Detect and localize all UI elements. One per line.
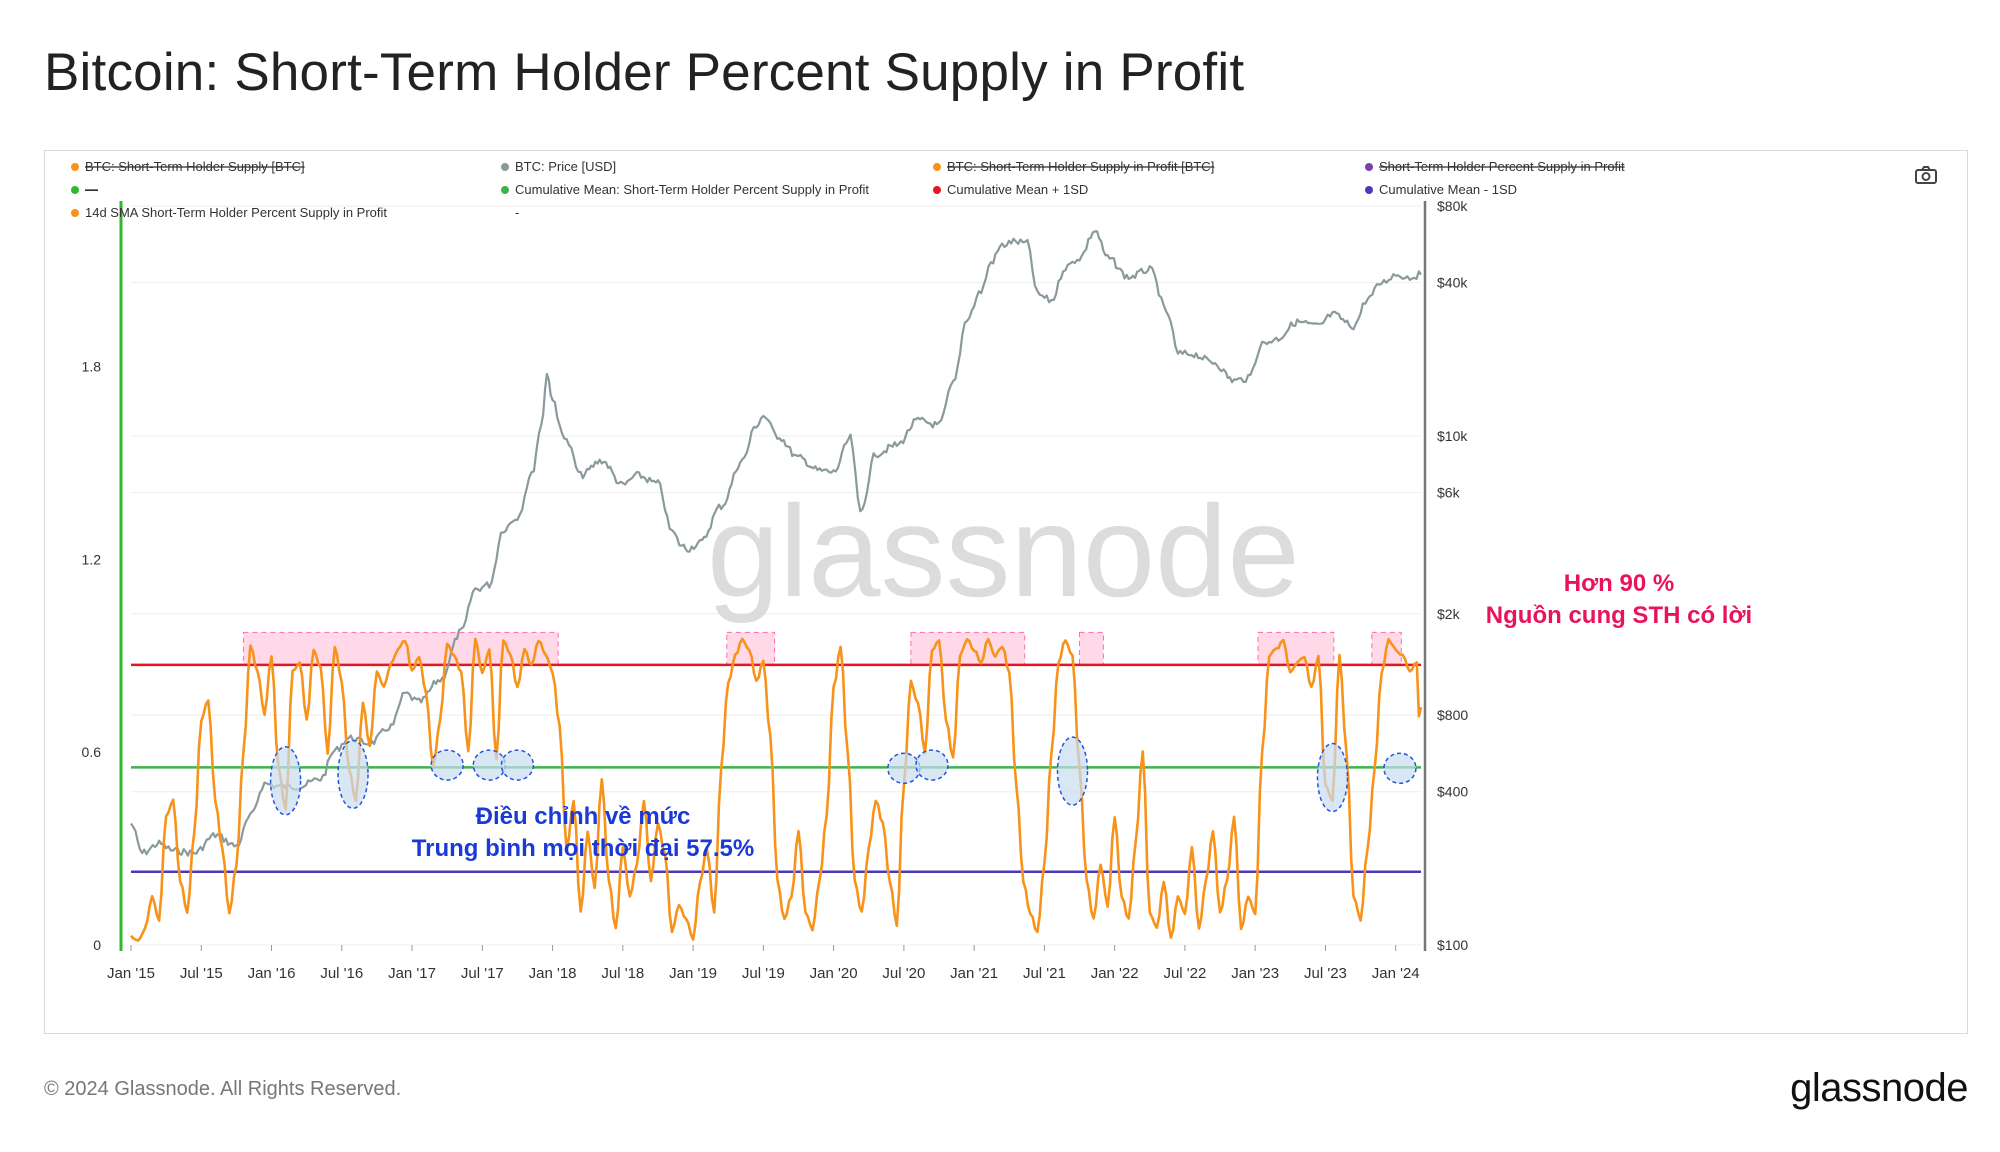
touch-ellipse bbox=[1316, 742, 1349, 813]
touch-ellipse bbox=[1056, 736, 1089, 806]
x-tick-label: Jan '19 bbox=[669, 965, 717, 982]
touch-ellipse bbox=[500, 749, 535, 781]
x-tick-label: Jul '17 bbox=[461, 965, 504, 982]
right-tick-label: $40k bbox=[1437, 275, 1468, 291]
legend: BTC: Short-Term Holder Supply [BTC] BTC: … bbox=[71, 159, 1625, 220]
touch-ellipse bbox=[337, 739, 369, 810]
touch-ellipse bbox=[887, 752, 921, 785]
legend-marker bbox=[501, 186, 509, 194]
annotation-red-1: Hơn 90 % bbox=[1564, 570, 1674, 597]
copyright-text: © 2024 Glassnode. All Rights Reserved. bbox=[44, 1078, 402, 1100]
x-tick-label: Jan '21 bbox=[950, 965, 998, 982]
page-title: Bitcoin: Short-Term Holder Percent Suppl… bbox=[44, 43, 1245, 102]
touch-ellipse bbox=[269, 746, 302, 816]
x-tick-label: Jul '16 bbox=[320, 965, 363, 982]
left-tick-label: 0.6 bbox=[82, 744, 102, 760]
chart-svg: glassnode 0 0.6 1.2 1.8 $100 $400 $800 $2k $6k $1… bbox=[71, 159, 1752, 982]
highlight-zones bbox=[242, 631, 1402, 666]
sma-series bbox=[130, 637, 1423, 942]
legend-marker bbox=[1365, 186, 1373, 194]
x-tick-label: Jan '24 bbox=[1372, 965, 1420, 982]
x-tick-label: Jul '15 bbox=[180, 965, 223, 982]
right-tick-label: $800 bbox=[1437, 707, 1468, 723]
x-tick-label: Jan '18 bbox=[529, 965, 577, 982]
legend-marker bbox=[501, 163, 509, 171]
right-tick-label: $6k bbox=[1437, 484, 1461, 500]
left-tick-label: 1.8 bbox=[82, 359, 102, 375]
legend-marker bbox=[1365, 163, 1373, 171]
axes: 0 0.6 1.2 1.8 $100 $400 $800 $2k $6k $10k $40k $80k… bbox=[82, 198, 1469, 982]
legend-item: BTC: Short-Term Holder Supply in Profit … bbox=[947, 159, 1214, 174]
x-tick-label: Jul '18 bbox=[601, 965, 644, 982]
x-tick-label: Jul '20 bbox=[882, 965, 925, 982]
touch-ellipse bbox=[430, 749, 464, 781]
left-tick-label: 1.2 bbox=[82, 551, 102, 567]
legend-item: 14d SMA Short-Term Holder Percent Supply… bbox=[85, 205, 387, 220]
annotation-blue-2: Trung bình mọi thời đại 57.5% bbox=[412, 835, 754, 862]
right-tick-label: $100 bbox=[1437, 937, 1468, 953]
legend-item: Cumulative Mean + 1SD bbox=[947, 182, 1088, 197]
right-tick-label: $80k bbox=[1437, 198, 1468, 214]
legend-item: Cumulative Mean: Short-Term Holder Perce… bbox=[515, 182, 869, 197]
highlight-zone bbox=[242, 631, 559, 666]
annotation-red-2: Nguồn cung STH có lời bbox=[1486, 602, 1752, 629]
right-tick-label: $400 bbox=[1437, 784, 1468, 800]
legend-marker bbox=[71, 209, 79, 217]
price-series bbox=[130, 230, 1422, 857]
legend-marker bbox=[71, 163, 79, 171]
left-tick-label: 0 bbox=[93, 937, 101, 953]
highlight-zone bbox=[910, 631, 1026, 666]
x-tick-label: Jan '22 bbox=[1091, 965, 1139, 982]
touch-ellipse bbox=[472, 749, 507, 781]
legend-marker bbox=[933, 163, 941, 171]
x-tick-label: Jan '15 bbox=[107, 965, 155, 982]
legend-item: BTC: Price [USD] bbox=[515, 159, 616, 174]
price-line bbox=[130, 230, 1422, 857]
legend-item: - bbox=[515, 205, 519, 220]
right-tick-label: $2k bbox=[1437, 606, 1461, 622]
x-tick-label: Jan '17 bbox=[388, 965, 436, 982]
brand-logo-text: glassnode bbox=[1790, 1066, 1968, 1110]
x-tick-label: Jul '19 bbox=[742, 965, 785, 982]
touch-ellipses bbox=[269, 736, 1417, 816]
legend-item: BTC: Short-Term Holder Supply [BTC] bbox=[85, 159, 305, 174]
touch-ellipse bbox=[1383, 752, 1417, 785]
x-tick-label: Jul '21 bbox=[1023, 965, 1066, 982]
legend-item: Cumulative Mean - 1SD bbox=[1379, 182, 1517, 197]
legend-item: — bbox=[85, 182, 98, 197]
legend-marker bbox=[71, 186, 79, 194]
chart-frame: glassnode 0 0.6 1.2 1.8 $100 $400 $800 $2k $6k $1… bbox=[44, 150, 1968, 1034]
touch-ellipse bbox=[915, 749, 949, 781]
right-tick-label: $10k bbox=[1437, 428, 1468, 444]
legend-marker bbox=[933, 186, 941, 194]
x-tick-label: Jul '23 bbox=[1304, 965, 1347, 982]
x-tick-label: Jan '16 bbox=[248, 965, 296, 982]
highlight-zone bbox=[1257, 631, 1335, 666]
sma-line bbox=[130, 637, 1423, 942]
x-tick-label: Jan '23 bbox=[1231, 965, 1279, 982]
x-tick-label: Jan '20 bbox=[810, 965, 858, 982]
annotations: Điều chỉnh về mức Trung bình mọi thời đại… bbox=[412, 570, 1752, 862]
watermark-text: glassnode bbox=[707, 478, 1300, 624]
highlight-zone bbox=[1079, 631, 1104, 666]
camera-icon[interactable] bbox=[1914, 165, 1938, 185]
annotation-blue-1: Điều chỉnh về mức bbox=[476, 803, 691, 830]
legend-item: Short-Term Holder Percent Supply in Prof… bbox=[1379, 159, 1625, 174]
x-tick-label: Jul '22 bbox=[1163, 965, 1206, 982]
